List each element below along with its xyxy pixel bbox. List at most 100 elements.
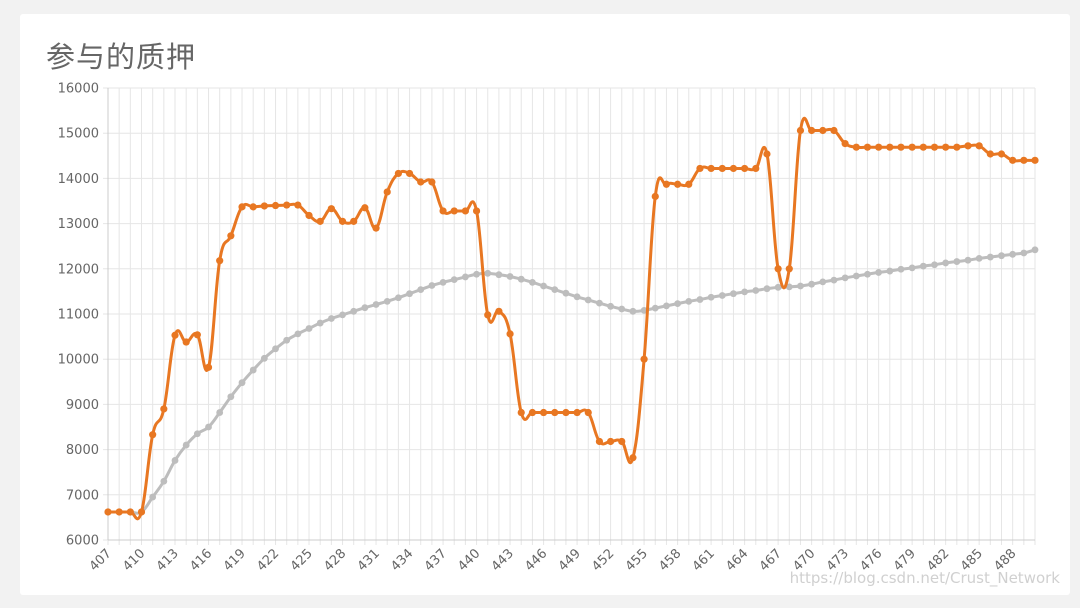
data-point-gray	[372, 301, 380, 308]
data-point-gray	[864, 270, 871, 278]
data-point-gray	[383, 297, 391, 305]
data-point-gray	[227, 393, 235, 401]
data-point-orange	[450, 207, 458, 215]
data-point-orange	[997, 150, 1006, 158]
data-point-orange	[1020, 156, 1028, 164]
data-point-gray	[774, 283, 782, 291]
data-point-gray	[730, 290, 737, 298]
x-tick-label: 452	[589, 546, 617, 574]
chart-card: 参与的质押 6000 7000 8000 9000 10000 11000 12000 130…	[20, 14, 1070, 595]
data-point-gray	[294, 330, 302, 338]
data-point-orange	[729, 164, 738, 173]
data-point-gray	[819, 278, 827, 286]
line-chart: 6000 7000 8000 9000 10000 11000 12000 13000 1400…	[58, 82, 1039, 574]
y-tick-label: 9000	[66, 398, 99, 413]
data-point-gray	[249, 366, 257, 374]
data-point-gray	[238, 379, 246, 387]
data-point-orange	[685, 180, 693, 188]
data-point-gray	[171, 457, 179, 464]
data-point-orange	[975, 142, 983, 150]
data-point-orange	[327, 205, 335, 213]
data-point-orange	[149, 431, 157, 439]
data-point-gray	[584, 296, 592, 304]
data-point-orange	[964, 142, 972, 150]
data-point-gray	[897, 265, 905, 273]
data-point-gray	[1031, 246, 1039, 254]
x-tick-label: 461	[690, 546, 718, 574]
data-point-orange	[573, 408, 581, 417]
data-point-gray	[953, 258, 961, 265]
data-point-orange	[595, 437, 604, 446]
data-point-orange	[517, 408, 525, 417]
data-point-gray	[160, 477, 168, 485]
data-point-gray	[908, 264, 916, 272]
data-point-orange	[640, 355, 648, 363]
data-point-orange	[863, 143, 872, 151]
series-gray	[104, 246, 1039, 516]
x-tick-label: 434	[388, 546, 416, 574]
data-point-orange	[830, 126, 838, 135]
data-point-orange	[260, 202, 268, 210]
data-point-gray	[629, 307, 637, 315]
x-tick-label: 419	[221, 546, 249, 574]
x-tick-label: 443	[489, 546, 517, 574]
data-point-gray	[1009, 250, 1017, 258]
data-point-orange	[182, 338, 190, 346]
chart-title: 参与的质押	[46, 40, 197, 74]
x-tick-label: 446	[522, 546, 550, 574]
data-point-orange	[216, 257, 224, 265]
data-point-orange	[763, 150, 771, 158]
data-point-gray	[439, 278, 447, 286]
y-tick-label: 14000	[58, 172, 99, 187]
x-tick-label: 467	[757, 546, 785, 574]
data-point-gray	[305, 325, 313, 332]
data-point-orange	[651, 192, 659, 201]
data-point-orange	[372, 224, 380, 232]
data-point-gray	[361, 304, 369, 312]
data-point-orange	[908, 143, 916, 151]
y-tick-label: 7000	[66, 488, 99, 503]
data-point-orange	[718, 164, 726, 173]
data-point-gray	[495, 271, 503, 279]
data-point-orange	[584, 408, 592, 417]
data-point-gray	[339, 311, 346, 319]
data-point-gray	[752, 287, 760, 294]
data-point-orange	[350, 217, 358, 225]
data-point-gray	[149, 493, 157, 501]
data-point-orange	[752, 164, 760, 173]
data-point-orange	[707, 164, 715, 173]
data-point-gray	[797, 282, 804, 290]
data-point-orange	[774, 265, 782, 273]
x-tick-label: 464	[723, 546, 751, 574]
data-point-gray	[830, 276, 838, 284]
data-point-orange	[741, 164, 749, 173]
data-point-orange	[930, 143, 939, 151]
data-point-orange	[886, 143, 894, 151]
data-point-gray	[942, 259, 950, 267]
data-point-orange	[819, 126, 827, 135]
x-tick-label: 407	[87, 546, 115, 574]
data-point-orange	[394, 169, 402, 178]
data-point-orange	[551, 408, 559, 417]
data-point-gray	[260, 354, 268, 362]
data-point-gray	[272, 345, 279, 353]
data-point-orange	[439, 207, 447, 215]
data-point-gray	[852, 272, 860, 280]
data-point-gray	[540, 282, 547, 290]
data-point-gray	[506, 273, 514, 280]
data-point-orange	[283, 201, 291, 209]
data-point-orange	[171, 331, 179, 339]
data-point-orange	[506, 330, 514, 338]
x-tick-label: 440	[455, 546, 483, 574]
data-point-gray	[998, 252, 1005, 260]
data-point-gray	[193, 430, 201, 438]
data-point-gray	[841, 274, 849, 282]
data-point-orange	[919, 143, 927, 151]
x-tick-label: 431	[355, 546, 383, 574]
data-point-orange	[361, 204, 369, 212]
data-point-orange	[986, 150, 994, 158]
data-point-gray	[964, 256, 972, 264]
data-point-gray	[182, 441, 190, 449]
y-tick-label: 12000	[58, 262, 99, 277]
data-point-orange	[785, 265, 793, 273]
